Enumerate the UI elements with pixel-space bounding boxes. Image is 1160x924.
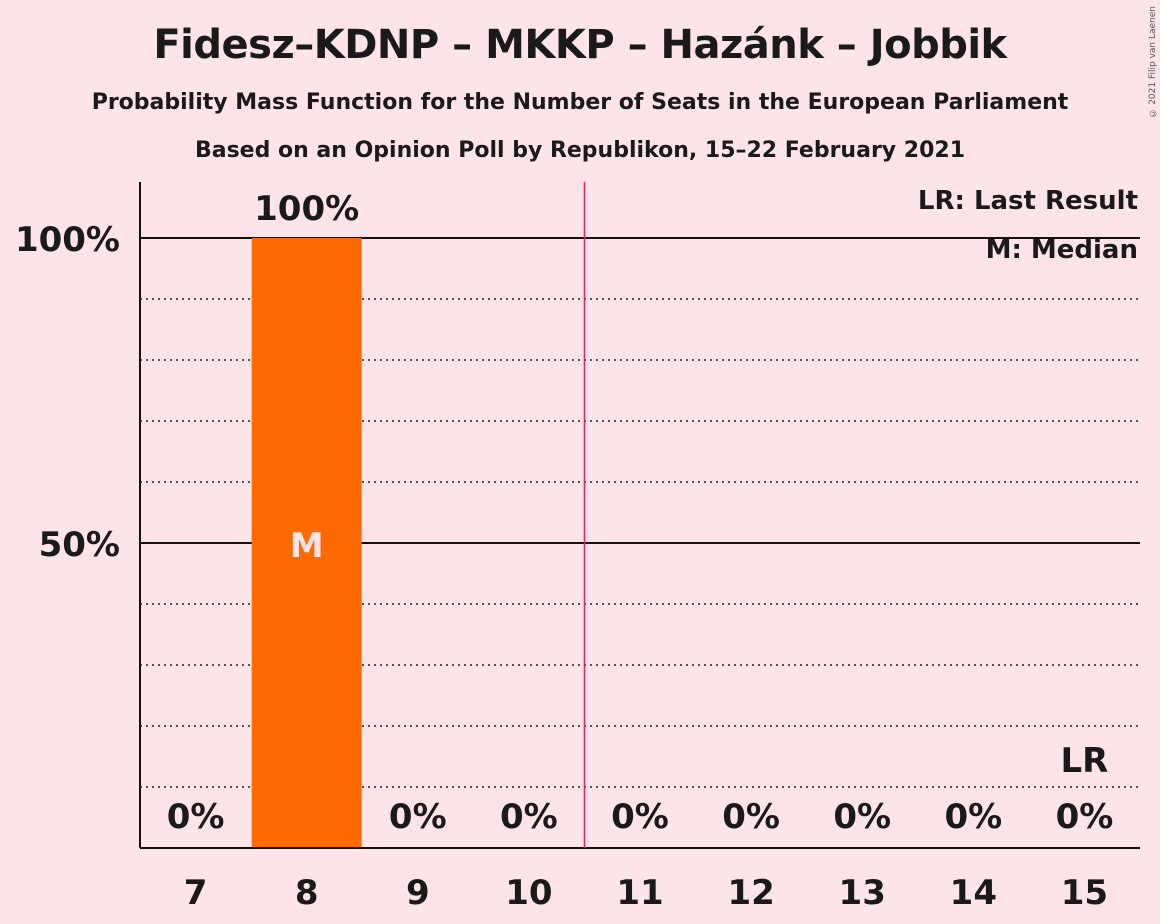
x-tick-label: 7 <box>184 873 208 913</box>
y-tick-label: 100% <box>15 220 120 260</box>
x-tick-label: 8 <box>295 873 319 913</box>
last-result-marker: LR <box>1061 741 1109 781</box>
x-tick-label: 9 <box>406 873 430 913</box>
data-label: 100% <box>254 189 359 229</box>
x-tick-label: 11 <box>616 873 663 913</box>
x-tick-label: 14 <box>950 873 997 913</box>
chart-subtitle: Probability Mass Function for the Number… <box>91 90 1069 115</box>
data-label: 0% <box>944 797 1002 837</box>
data-label: 0% <box>500 797 558 837</box>
x-tick-label: 15 <box>1061 873 1108 913</box>
chart-subtitle-poll: Based on an Opinion Poll by Republikon, … <box>194 138 966 163</box>
chart-title: Fidesz–KDNP – MKKP – Hazánk – Jobbik <box>153 22 1007 68</box>
legend-median: M: Median <box>986 235 1138 265</box>
data-label: 0% <box>1056 797 1114 837</box>
x-tick-label: 13 <box>839 873 886 913</box>
bar <box>251 238 362 848</box>
median-marker: M <box>290 526 324 566</box>
y-tick-label: 50% <box>39 525 120 565</box>
data-label: 0% <box>389 797 447 837</box>
data-label: 0% <box>722 797 780 837</box>
x-tick-label: 12 <box>727 873 774 913</box>
data-label: 0% <box>167 797 225 837</box>
legend-last-result: LR: Last Result <box>918 186 1138 216</box>
x-tick-label: 10 <box>505 873 552 913</box>
data-label: 0% <box>833 797 891 837</box>
data-label: 0% <box>611 797 669 837</box>
